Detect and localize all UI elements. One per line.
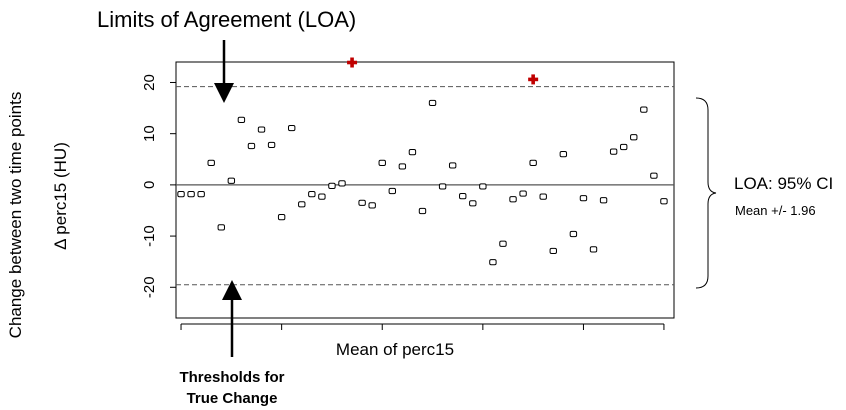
data-point: [267, 141, 276, 149]
data-point: [640, 106, 648, 113]
data-point: [599, 197, 608, 204]
data-point: [579, 195, 588, 202]
y-axis-label: Δ perc15 (HU): [51, 142, 70, 250]
y-axis-ticks: -20 -10 0 10 20: [141, 74, 176, 298]
data-point: [298, 201, 306, 208]
data-point: [619, 143, 628, 151]
loa-bracket: [695, 97, 717, 289]
data-point: [438, 183, 447, 190]
data-point: [247, 142, 256, 150]
data-point: [549, 247, 557, 255]
data-point: [489, 259, 497, 266]
data-point: [589, 246, 598, 253]
data-point: [197, 190, 205, 198]
data-point: [539, 193, 547, 200]
data-points: [177, 57, 668, 266]
y-tick-label: -10: [141, 225, 158, 247]
data-point: [388, 187, 397, 195]
x-axis-ticks: [180, 323, 665, 330]
data-point: [408, 149, 417, 156]
data-point: [609, 148, 618, 155]
data-point: [660, 198, 668, 205]
data-point: [207, 159, 215, 166]
y-tick-label: 0: [141, 181, 158, 189]
data-point: [358, 199, 366, 206]
data-point: [308, 190, 316, 198]
data-point: [499, 240, 507, 247]
data-point: [398, 163, 407, 170]
threshold-label-line1: Thresholds for: [179, 369, 284, 386]
data-point: [569, 230, 578, 238]
data-point: [428, 99, 437, 107]
data-point: [287, 124, 296, 132]
y-tick-label: 10: [141, 125, 158, 142]
y-tick-label: 20: [141, 74, 158, 91]
data-point: [318, 193, 326, 200]
loa-mean-label: Mean +/- 1.96: [735, 203, 816, 218]
data-point: [277, 214, 286, 221]
data-point: [328, 182, 336, 190]
data-point: [418, 207, 427, 215]
data-point: [227, 177, 236, 184]
data-point: [509, 196, 517, 203]
data-point: [469, 200, 477, 207]
plot-frame: [175, 61, 675, 319]
data-point: [448, 162, 457, 169]
data-point: [529, 159, 537, 166]
data-point: [338, 180, 346, 187]
y-tick-label: -20: [141, 276, 158, 298]
data-point: [217, 224, 225, 231]
x-axis-label: Mean of perc15: [336, 340, 454, 359]
reference-lines: [176, 86, 674, 286]
data-point: [187, 190, 195, 198]
outlier-point: [528, 74, 539, 85]
data-point: [459, 193, 467, 200]
data-point: [630, 134, 638, 141]
threshold-label-line2: True Change: [187, 390, 278, 407]
outlier-point: [347, 57, 358, 68]
data-point: [257, 126, 266, 133]
data-point: [519, 190, 527, 197]
data-point: [650, 172, 658, 179]
plot-annotation-title: Limits of Agreement (LOA): [97, 7, 356, 32]
loa-ci-label: LOA: 95% CI: [734, 174, 833, 193]
data-point: [177, 190, 185, 198]
data-point: [559, 151, 568, 158]
data-point: [479, 183, 487, 190]
data-point: [368, 202, 376, 209]
data-point: [237, 116, 246, 123]
y-outer-label: Change between two time points: [6, 92, 25, 339]
data-point: [378, 159, 386, 166]
